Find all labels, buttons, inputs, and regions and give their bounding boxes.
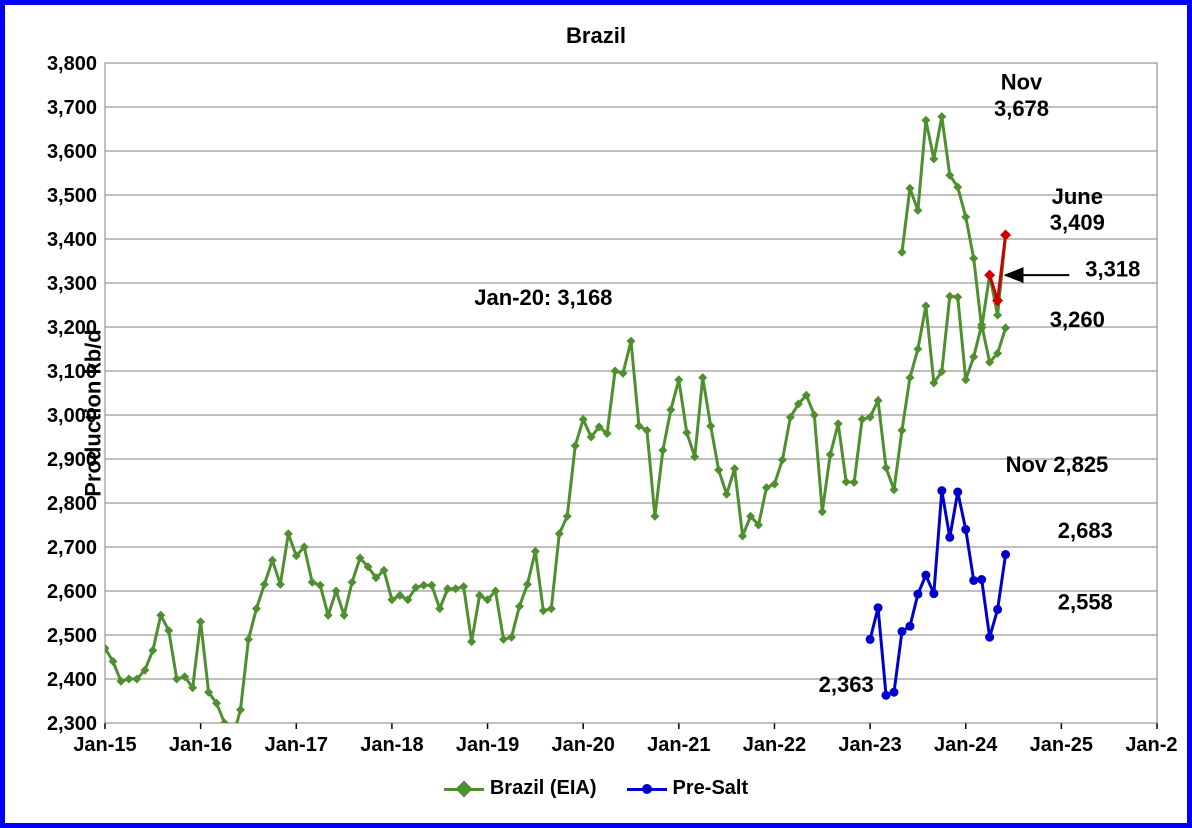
- svg-text:3,260: 3,260: [1050, 307, 1105, 332]
- svg-text:2,600: 2,600: [47, 581, 97, 603]
- svg-text:2,558: 2,558: [1058, 589, 1113, 614]
- chart-container: Brazil Production kb/d 2,300 2,400 2,500 2,…: [0, 0, 1192, 828]
- svg-text:Jan-20: 3,168: Jan-20: 3,168: [474, 285, 612, 310]
- svg-text:3,400: 3,400: [47, 229, 97, 251]
- svg-text:2,683: 2,683: [1058, 518, 1113, 543]
- svg-text:Jan-22: Jan-22: [743, 734, 806, 756]
- y-axis-label: Production kb/d: [81, 329, 107, 496]
- legend-marker-circle-icon: [627, 781, 667, 797]
- legend-item-pre-salt: Pre-Salt: [627, 777, 749, 800]
- svg-text:June: June: [1052, 184, 1103, 209]
- svg-text:Nov 2,825: Nov 2,825: [1006, 452, 1109, 477]
- svg-text:2,500: 2,500: [47, 625, 97, 647]
- svg-text:Jan-24: Jan-24: [934, 734, 998, 756]
- svg-text:Jan-25: Jan-25: [1030, 734, 1093, 756]
- svg-text:3,409: 3,409: [1050, 210, 1105, 235]
- svg-text:2,300: 2,300: [47, 713, 97, 735]
- svg-text:Jan-18: Jan-18: [360, 734, 423, 756]
- svg-text:Jan-21: Jan-21: [647, 734, 710, 756]
- svg-text:3,500: 3,500: [47, 185, 97, 207]
- svg-text:Nov: Nov: [1001, 69, 1043, 94]
- svg-text:3,700: 3,700: [47, 97, 97, 119]
- svg-text:2,363: 2,363: [819, 672, 874, 697]
- svg-text:Jan-15: Jan-15: [73, 734, 136, 756]
- legend-item-brazil-eia: Brazil (EIA): [444, 777, 597, 800]
- svg-text:2,400: 2,400: [47, 669, 97, 691]
- svg-text:3,300: 3,300: [47, 273, 97, 295]
- chart-title: Brazil: [15, 23, 1177, 49]
- svg-text:Jan-19: Jan-19: [456, 734, 519, 756]
- chart-svg: 2,3002,4002,5002,6002,7002,8002,9003,000…: [15, 53, 1177, 773]
- legend-label-brazil-eia: Brazil (EIA): [490, 777, 597, 800]
- svg-text:2,700: 2,700: [47, 537, 97, 559]
- svg-text:3,600: 3,600: [47, 141, 97, 163]
- legend-label-pre-salt: Pre-Salt: [673, 777, 749, 800]
- svg-text:Jan-17: Jan-17: [265, 734, 328, 756]
- svg-text:3,318: 3,318: [1085, 256, 1140, 281]
- plot-area: Production kb/d 2,300 2,400 2,500 2,600 2,70…: [15, 53, 1177, 773]
- legend: Brazil (EIA) Pre-Salt: [15, 777, 1177, 800]
- svg-text:Jan-23: Jan-23: [838, 734, 901, 756]
- legend-marker-diamond-icon: [444, 781, 484, 797]
- svg-text:Jan-26: Jan-26: [1125, 734, 1177, 756]
- svg-text:3,678: 3,678: [994, 96, 1049, 121]
- svg-text:3,800: 3,800: [47, 53, 97, 75]
- svg-text:Jan-20: Jan-20: [551, 734, 614, 756]
- svg-text:Jan-16: Jan-16: [169, 734, 232, 756]
